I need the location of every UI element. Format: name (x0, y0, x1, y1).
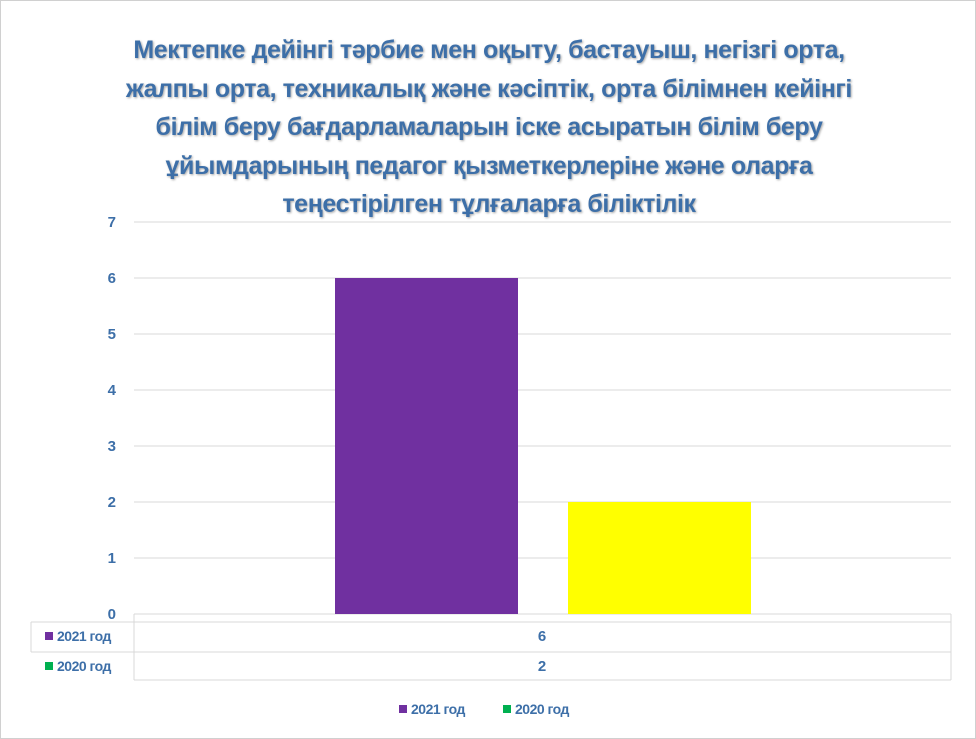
y-tick-label: 3 (108, 438, 116, 455)
y-tick-label: 5 (108, 326, 116, 343)
table-legend-key (45, 662, 53, 670)
bar-series-2 (568, 502, 751, 614)
legend-key (399, 705, 407, 713)
table-series-label: 2020 год (57, 658, 112, 674)
table-legend-key (45, 632, 53, 640)
y-tick-label: 0 (108, 606, 116, 623)
y-tick-label: 6 (108, 270, 116, 287)
bar-series-1 (335, 278, 518, 614)
legend-key (503, 705, 511, 713)
table-series-label: 2021 год (57, 628, 112, 644)
y-tick-label: 2 (108, 494, 116, 511)
table-value: 6 (538, 628, 546, 645)
y-tick-label: 4 (108, 382, 117, 399)
y-tick-label: 7 (108, 214, 116, 231)
legend-label: 2021 год (411, 701, 466, 717)
y-tick-label: 1 (108, 550, 116, 567)
table-value: 2 (538, 658, 546, 675)
legend-label: 2020 год (515, 701, 570, 717)
chart-title: Мектепке дейінгі тәрбие мен оқыту, баста… (126, 36, 852, 218)
